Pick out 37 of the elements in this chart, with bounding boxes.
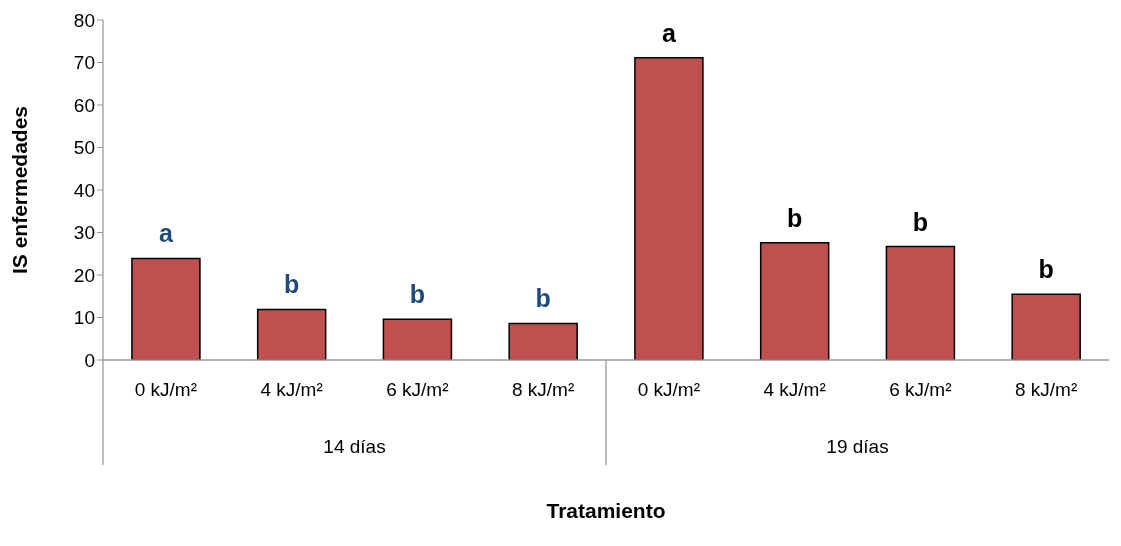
data-label: b xyxy=(1038,255,1054,284)
x-tick-label: 8 kJ/m² xyxy=(1014,379,1078,400)
data-label: a xyxy=(661,18,677,47)
bar xyxy=(256,308,327,360)
y-tick-label: 60 xyxy=(73,94,95,116)
x-tick-label: 4 kJ/m² xyxy=(763,379,826,400)
bar xyxy=(634,57,704,360)
bar xyxy=(382,318,453,360)
x-tick-label: 0 kJ/m² xyxy=(134,379,198,400)
y-tick-label: 10 xyxy=(73,307,95,329)
data-label: b xyxy=(535,284,551,313)
x-tick-label: 4 kJ/m² xyxy=(260,379,323,400)
data-label: b xyxy=(787,203,803,232)
x-tick-label: 6 kJ/m² xyxy=(889,379,952,400)
y-tick-label: 0 xyxy=(84,349,95,371)
text: 14 días xyxy=(323,436,386,457)
x-tick-label: 6 kJ/m² xyxy=(386,379,449,400)
bar xyxy=(885,245,956,360)
text: 19 días xyxy=(826,436,889,457)
x-tick-label: 0 kJ/m² xyxy=(637,379,701,400)
bar xyxy=(508,322,578,360)
y-tick-label: 40 xyxy=(73,179,95,201)
y-tick-label: 20 xyxy=(73,264,95,286)
y-tick-label: 50 xyxy=(73,137,95,159)
x-axis-title: Tratamiento xyxy=(546,499,666,522)
data-label: b xyxy=(409,280,426,309)
y-tick-label: 30 xyxy=(73,222,95,244)
x-tick-label: 8 kJ/m² xyxy=(511,379,575,400)
data-label: a xyxy=(158,219,174,248)
y-tick-label: 70 xyxy=(73,52,95,74)
bar xyxy=(1011,293,1081,360)
bar xyxy=(131,257,201,360)
data-label: b xyxy=(912,207,929,236)
y-tick-label: 80 xyxy=(73,9,95,31)
y-axis-title: IS enfermedades xyxy=(8,105,32,275)
data-label: b xyxy=(284,270,300,299)
bar xyxy=(759,241,830,360)
